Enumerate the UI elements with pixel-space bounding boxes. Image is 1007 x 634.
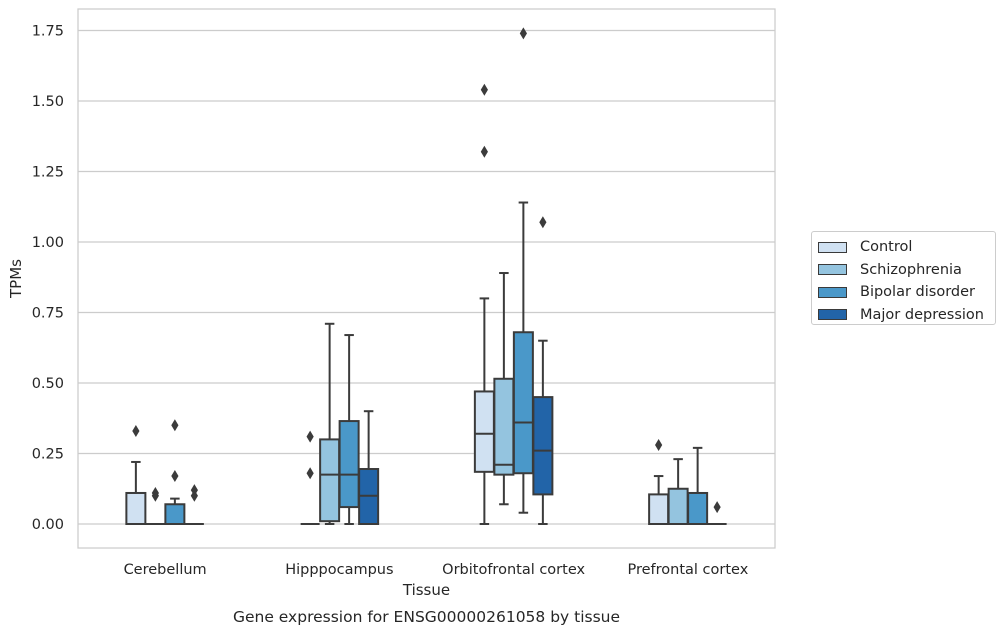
box-bipolar-disorder [164, 419, 186, 526]
y-tick-label: 0.25 [32, 447, 64, 463]
y-tick-label: 1.75 [32, 24, 64, 40]
box-major-depression [707, 501, 727, 525]
y-tick-label: 0.75 [32, 306, 64, 322]
box-iqr [493, 377, 515, 476]
box-major-depression [532, 216, 554, 525]
box-control [648, 439, 670, 526]
outlier-point [132, 424, 140, 437]
outlier-point [171, 470, 179, 483]
box-iqr [125, 491, 147, 526]
box-control [300, 430, 320, 525]
box-iqr [687, 491, 709, 526]
y-tick-label: 1.25 [32, 165, 64, 181]
legend: Control Schizophrenia Bipolar disorder Majo… [811, 231, 996, 325]
outlier-point [306, 430, 314, 443]
legend-label: Major depression [860, 306, 984, 323]
outlier-point [713, 501, 721, 514]
legend-label: Control [860, 239, 913, 256]
legend-swatch [818, 241, 847, 253]
legend-item: Control [818, 236, 995, 259]
y-axis-label: TPMs [7, 259, 25, 299]
box-schizophrenia [319, 322, 341, 525]
box-iqr [338, 420, 360, 509]
box-control [473, 83, 495, 525]
legend-swatch [818, 264, 847, 276]
outlier-point [539, 216, 547, 229]
box-control [125, 424, 147, 526]
box-iqr [667, 487, 689, 525]
x-tick-label: Hipppocampus [285, 562, 393, 578]
outlier-point [190, 484, 198, 497]
x-tick-labels: Cerebellum Hipppocampus Orbitofrontal cort… [124, 562, 749, 578]
box-plot-series [125, 27, 727, 526]
plot-frame [77, 8, 776, 549]
x-axis-label: Tissue [402, 581, 450, 599]
outlier-point [171, 419, 179, 432]
legend-label: Bipolar disorder [860, 284, 975, 301]
legend-swatch [818, 309, 847, 321]
y-tick-label: 0.00 [32, 517, 64, 533]
gridlines [78, 29, 775, 525]
outlier-point [480, 145, 488, 158]
legend-swatch [818, 286, 847, 298]
outlier-point [306, 467, 314, 480]
box-schizophrenia [145, 486, 165, 525]
box-schizophrenia [667, 458, 689, 525]
box-iqr [648, 493, 670, 526]
outlier-point [655, 439, 663, 452]
outlier-point [519, 27, 527, 40]
chart-caption: Gene expression for ENSG00000261058 by t… [233, 608, 620, 626]
box-iqr [512, 331, 534, 475]
box-major-depression [358, 410, 380, 526]
box-bipolar-disorder [512, 27, 534, 514]
box-iqr [532, 396, 554, 496]
box-schizophrenia [493, 272, 515, 506]
x-tick-label: Orbitofrontal cortex [442, 562, 585, 578]
legend-item: Bipolar disorder [818, 281, 995, 304]
y-tick-label: 0.50 [32, 376, 64, 392]
outlier-point [151, 486, 159, 499]
box-iqr [164, 503, 186, 526]
box-bipolar-disorder [338, 334, 360, 525]
x-tick-label: Cerebellum [124, 562, 207, 578]
y-tick-label: 1.50 [32, 94, 64, 110]
legend-item: Major depression [818, 304, 995, 327]
box-bipolar-disorder [687, 446, 709, 526]
legend-item: Schizophrenia [818, 259, 995, 282]
outlier-point [480, 83, 488, 96]
box-major-depression [184, 484, 204, 525]
box-iqr [473, 390, 495, 473]
legend-label: Schizophrenia [860, 261, 962, 278]
x-tick-label: Prefrontal cortex [627, 562, 748, 578]
y-tick-label: 1.00 [32, 235, 64, 251]
box-iqr [319, 438, 341, 523]
y-tick-labels: 0.00 0.25 0.50 0.75 1.00 1.25 1.50 1.75 [32, 24, 64, 534]
